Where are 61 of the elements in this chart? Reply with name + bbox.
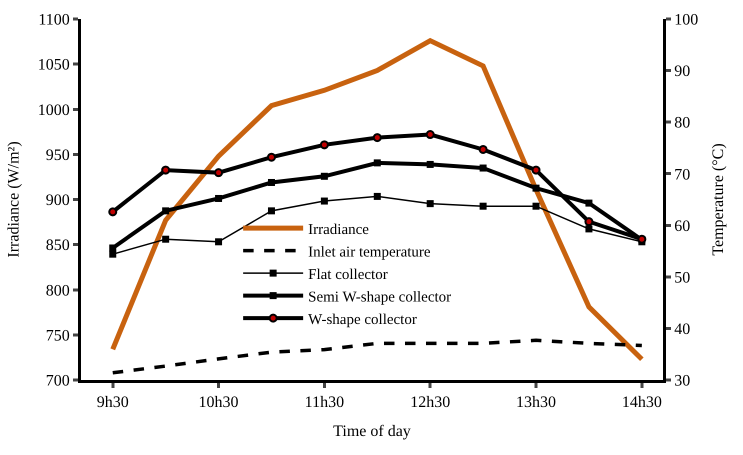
y-tick-label: 1100 <box>38 12 70 29</box>
line-series <box>111 338 644 375</box>
point <box>532 166 541 175</box>
y-tick-label: 850 <box>46 237 70 254</box>
legend-label: Flat collector <box>308 266 388 283</box>
point <box>584 217 594 226</box>
y2-tick-label: 60 <box>674 218 690 235</box>
point <box>372 133 382 142</box>
point <box>585 200 592 207</box>
point <box>268 207 275 214</box>
x-tick-label: 11h30 <box>304 394 344 412</box>
point <box>266 152 276 162</box>
point <box>320 198 328 205</box>
y2-axis-title: Temperature (°C) <box>710 143 727 256</box>
y2-tick-label: 40 <box>674 321 690 338</box>
y-tick-label: 1050 <box>38 56 70 74</box>
point <box>215 194 222 202</box>
y2-tick-label: 90 <box>674 63 690 80</box>
point <box>374 192 381 200</box>
y-tick-label: 1000 <box>38 102 70 119</box>
point <box>532 184 540 192</box>
point <box>480 202 487 210</box>
y-tick-label: 700 <box>46 372 70 390</box>
y-tick-label: 900 <box>46 192 70 210</box>
legend-label: W-shape collector <box>308 312 417 328</box>
y2-tick-label: 80 <box>674 114 690 132</box>
legend-label: Semi W-shape collector <box>308 289 452 306</box>
y2-tick-label: 70 <box>674 166 690 184</box>
x-tick-label: 10h30 <box>198 394 239 412</box>
x-axis-title: Time of day <box>333 422 411 440</box>
x-tick-label: 13h30 <box>516 394 556 412</box>
legend-label: Inlet air temperature <box>308 244 431 260</box>
point <box>426 200 434 208</box>
x-tick-label: 14h30 <box>622 394 662 412</box>
y2-tick-label: 50 <box>674 269 690 286</box>
point <box>585 225 592 232</box>
point <box>162 207 170 214</box>
x-tick-label: 9h30 <box>96 394 129 412</box>
point <box>426 160 434 168</box>
legend-label: Irradiance <box>308 222 370 238</box>
y-tick-label: 750 <box>46 327 70 344</box>
y-tick-label: 800 <box>46 282 70 300</box>
point <box>214 168 224 178</box>
y-axis-title: Irradiance (W/m²) <box>6 141 23 258</box>
y2-tick-label: 100 <box>674 12 698 29</box>
point <box>478 144 488 154</box>
point <box>162 236 170 243</box>
point <box>268 178 275 186</box>
point <box>426 130 435 140</box>
point <box>320 172 328 180</box>
point <box>215 238 222 246</box>
y-tick-label: 950 <box>46 146 70 164</box>
point <box>108 207 118 216</box>
point <box>109 244 116 252</box>
point <box>161 166 170 175</box>
point <box>320 140 329 150</box>
y2-tick-label: 30 <box>674 372 690 390</box>
point <box>532 202 540 210</box>
point <box>480 164 487 172</box>
x-tick-label: 12h30 <box>410 394 450 412</box>
point <box>374 159 381 166</box>
